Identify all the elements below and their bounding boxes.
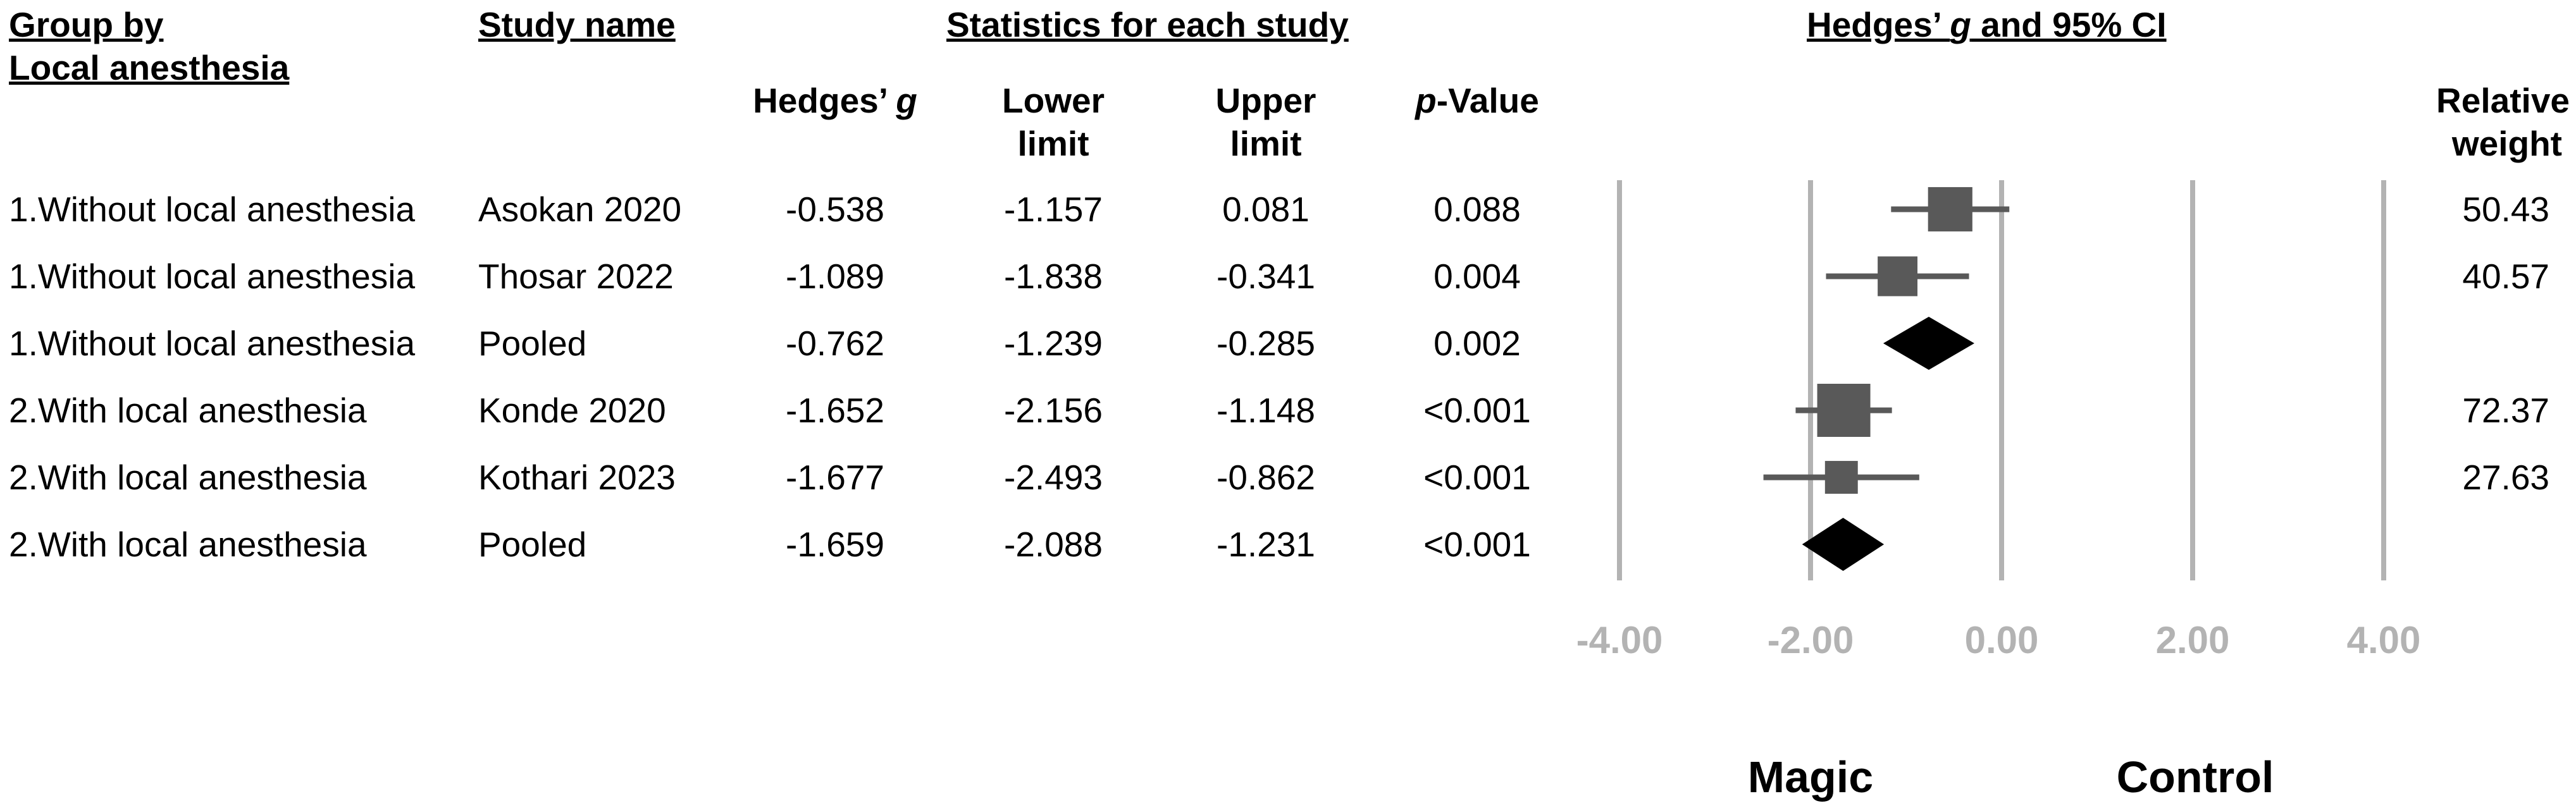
favours-magic-label: Magic <box>1748 752 1873 802</box>
study-cell: Thosar 2022 <box>478 257 674 296</box>
x-tick-label: 2.00 <box>2156 619 2230 661</box>
lower-limit-cell: -2.088 <box>1004 525 1103 564</box>
ci-header-post: and 95% CI <box>1971 5 2167 44</box>
favours-control-label: Control <box>2117 752 2274 802</box>
x-tick-label: 0.00 <box>1965 619 2039 661</box>
upper-limit-header-line1: Upper <box>1215 81 1316 120</box>
group-header-line2: Local anesthesia <box>9 48 290 87</box>
lower-limit-cell: -2.493 <box>1004 458 1103 497</box>
upper-limit-cell: -0.341 <box>1217 257 1315 296</box>
study-cell: Konde 2020 <box>478 391 666 430</box>
relative-weight-header-line1: Relative <box>2436 81 2570 120</box>
lower-limit-header-line2: limit <box>1017 124 1089 163</box>
group-cell: 1.Without local anesthesia <box>9 257 416 296</box>
hedges-g-cell: -1.677 <box>786 458 884 497</box>
study-cell: Pooled <box>478 525 587 564</box>
hedges-g-header-pre: Hedges’ <box>753 81 896 120</box>
group-cell: 2.With local anesthesia <box>9 458 367 497</box>
hedges-g-cell: -1.089 <box>786 257 884 296</box>
weight-cell: 40.57 <box>2462 257 2549 296</box>
p-value-cell: <0.001 <box>1423 391 1531 430</box>
study-cell: Kothari 2023 <box>478 458 676 497</box>
hedges-g-cell: -0.538 <box>786 190 884 229</box>
upper-limit-cell: -1.148 <box>1217 391 1315 430</box>
p-value-cell: 0.004 <box>1434 257 1521 296</box>
p-value-header: p-Value <box>1385 80 1569 121</box>
p-value-cell: <0.001 <box>1423 458 1531 497</box>
pooled-diamond <box>1802 518 1885 571</box>
weight-cell: 50.43 <box>2462 190 2549 229</box>
p-value-cell: <0.001 <box>1423 525 1531 564</box>
x-tick-label: -4.00 <box>1576 619 1663 661</box>
lower-limit-cell: -2.156 <box>1004 391 1103 430</box>
ci-header: Hedges’ g and 95% CI <box>1807 4 2167 46</box>
study-name-header: Study name <box>478 5 676 44</box>
hedges-g-cell: -1.652 <box>786 391 884 430</box>
weight-cell: 27.63 <box>2462 458 2549 497</box>
stats-header: Statistics for each study <box>946 5 1349 44</box>
p-value-cell: 0.088 <box>1434 190 1521 229</box>
hedges-g-header: Hedges’ g <box>740 80 930 121</box>
effect-size-square <box>1824 461 1858 494</box>
gridlines <box>1617 180 2386 580</box>
p-value-cell: 0.002 <box>1434 324 1521 363</box>
lower-limit-header-line1: Lower <box>1002 81 1105 120</box>
effect-markers <box>1763 187 2010 571</box>
x-tick-label: 4.00 <box>2347 619 2421 661</box>
hedges-g-cell: -1.659 <box>786 525 884 564</box>
x-tick-label: -2.00 <box>1768 619 1854 661</box>
effect-size-square <box>1817 384 1871 437</box>
ci-header-pre: Hedges’ <box>1807 5 1950 44</box>
p-value-header-post: -Value <box>1436 81 1539 120</box>
study-cell: Pooled <box>478 324 587 363</box>
upper-limit-header-line2: limit <box>1230 124 1302 163</box>
upper-limit-cell: -1.231 <box>1217 525 1315 564</box>
group-cell: 1.Without local anesthesia <box>9 190 416 229</box>
group-cell: 1.Without local anesthesia <box>9 324 416 363</box>
effect-size-square <box>1928 187 1972 232</box>
lower-limit-cell: -1.157 <box>1004 190 1103 229</box>
group-header-line1: Group by <box>9 5 164 44</box>
effect-size-square <box>1878 256 1918 297</box>
study-cell: Asokan 2020 <box>478 190 682 229</box>
upper-limit-cell: -0.285 <box>1217 324 1315 363</box>
upper-limit-cell: 0.081 <box>1222 190 1310 229</box>
weight-cell: 72.37 <box>2462 391 2549 430</box>
ci-header-g: g <box>1950 5 1971 44</box>
pooled-diamond <box>1883 317 1974 370</box>
x-tick-labels: -4.00 -2.00 0.00 2.00 4.00 <box>1576 619 2421 661</box>
upper-limit-cell: -0.862 <box>1217 458 1315 497</box>
hedges-g-cell: -0.762 <box>786 324 884 363</box>
p-value-header-p: p <box>1415 81 1437 120</box>
lower-limit-cell: -1.239 <box>1004 324 1103 363</box>
group-cell: 2.With local anesthesia <box>9 391 367 430</box>
lower-limit-cell: -1.838 <box>1004 257 1103 296</box>
hedges-g-header-g: g <box>896 81 917 120</box>
group-cell: 2.With local anesthesia <box>9 525 367 564</box>
relative-weight-header-line2: weight <box>2451 124 2562 163</box>
